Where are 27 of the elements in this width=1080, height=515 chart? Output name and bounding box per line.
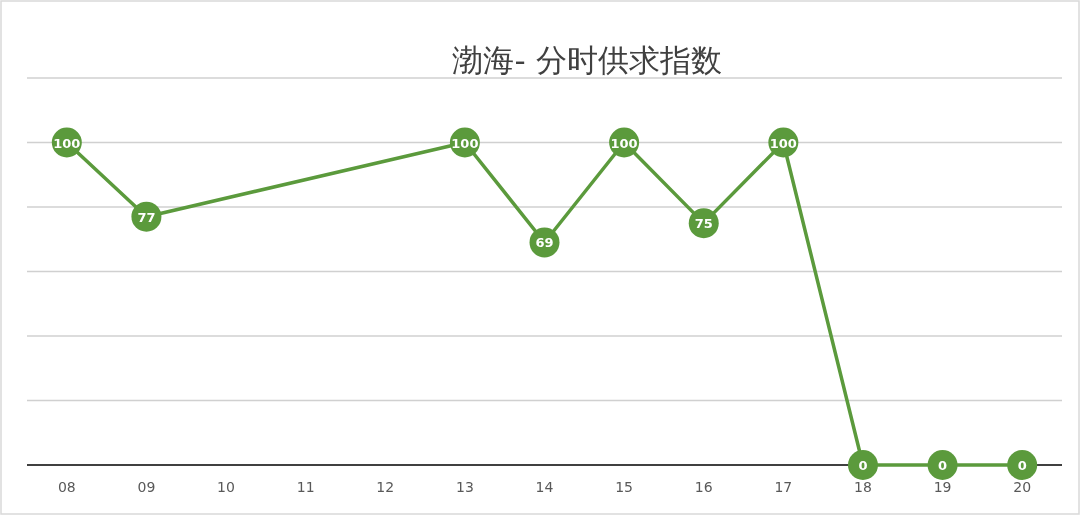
data-label: 100 xyxy=(610,135,638,151)
data-label: 100 xyxy=(451,135,479,151)
x-tick-label: 15 xyxy=(615,479,634,495)
x-tick-label: 14 xyxy=(535,479,554,495)
x-tick-label: 10 xyxy=(217,479,235,495)
x-tick-label: 13 xyxy=(455,479,474,495)
data-label: 75 xyxy=(694,216,713,232)
point xyxy=(847,450,878,480)
x-tick-label: 20 xyxy=(1013,479,1032,495)
x-tick-label: 08 xyxy=(57,479,76,495)
x-tick-label: 09 xyxy=(137,479,156,495)
data-label: 0 xyxy=(1017,458,1027,473)
x-tick-label: 17 xyxy=(774,479,793,495)
x-tick-label: 16 xyxy=(694,479,713,495)
point xyxy=(927,450,958,480)
data-label: 0 xyxy=(858,458,868,473)
data-label: 100 xyxy=(769,135,797,151)
x-tick-label: 19 xyxy=(933,479,952,495)
x-tick-label: 11 xyxy=(296,479,315,495)
x-tick-label: 18 xyxy=(854,479,872,495)
chart-title: 渤海- 分时供求指数 xyxy=(452,42,722,78)
data-label: 0 xyxy=(938,458,948,473)
point xyxy=(1007,450,1038,480)
data-label: 77 xyxy=(137,209,156,225)
data-label: 69 xyxy=(535,235,554,251)
data-label: 100 xyxy=(53,135,81,151)
x-tick-label: 12 xyxy=(376,479,395,495)
